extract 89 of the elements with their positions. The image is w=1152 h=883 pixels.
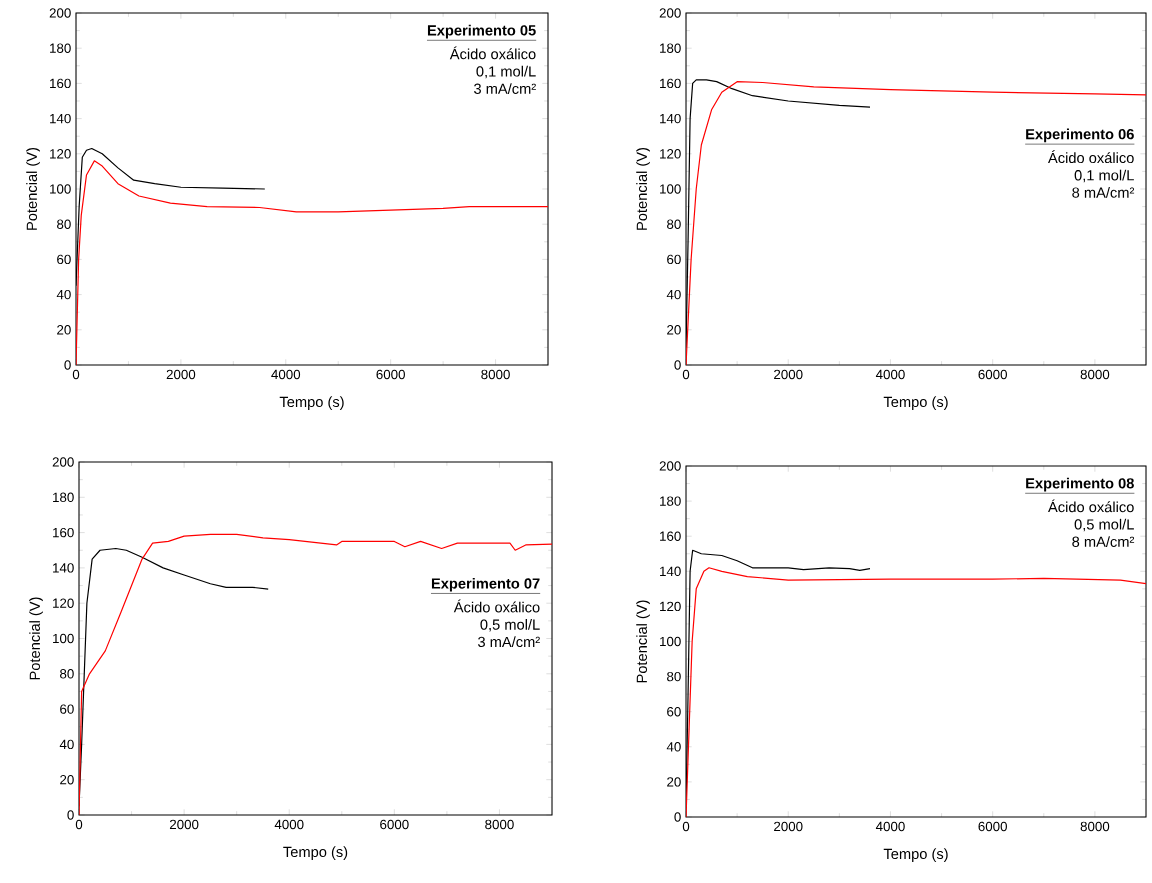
y-tick-label: 0 xyxy=(674,812,681,822)
line-series xyxy=(686,567,1147,817)
x-tick-label: 4000 xyxy=(274,819,304,830)
y-tick-label: 40 xyxy=(666,289,681,300)
y-axis-title: Potencial (V) xyxy=(636,147,650,230)
y-tick-label: 200 xyxy=(659,8,681,18)
y-tick-label: 160 xyxy=(660,78,681,89)
y-tick-label: 60 xyxy=(667,254,681,265)
y-tick-label: 140 xyxy=(53,563,74,573)
y-axis-title: Potencial (V) xyxy=(636,600,650,683)
x-tick-label: 6000 xyxy=(978,369,1007,380)
x-tick-label: 0 xyxy=(75,819,83,830)
y-tick-label: 40 xyxy=(666,742,681,752)
annotation: 3 mA/cm² xyxy=(474,83,536,94)
y-tick-label: 100 xyxy=(660,184,681,194)
y-tick-label: 100 xyxy=(53,633,74,644)
annotation: 0,1 mol/L xyxy=(1074,169,1134,183)
y-tick-label: 0 xyxy=(64,360,71,370)
annotation: 0,5 mol/L xyxy=(1074,518,1134,532)
y-tick-label: 160 xyxy=(53,527,74,538)
x-tick-label: 6000 xyxy=(978,821,1007,832)
y-axis-title: Potencial (V) xyxy=(29,597,43,680)
y-tick-label: 20 xyxy=(667,325,681,335)
y-tick-label: 140 xyxy=(660,566,681,577)
x-tick-label: 8000 xyxy=(481,369,510,380)
y-tick-label: 80 xyxy=(57,219,71,229)
y-tick-label: 40 xyxy=(59,739,74,750)
y-tick-label: 160 xyxy=(50,78,71,89)
x-tick-label: 2000 xyxy=(774,821,803,832)
text: Experimento 08 xyxy=(1026,477,1134,492)
y-tick-label: 200 xyxy=(49,8,71,18)
annotation: 0,5 mol/L xyxy=(480,619,540,632)
x-axis-title: Tempo (s) xyxy=(883,848,948,862)
y-tick-label: 180 xyxy=(660,43,681,53)
x-tick-label: 2000 xyxy=(166,369,196,380)
y-tick-label: 60 xyxy=(57,254,71,265)
annotation: Ácido oxálico xyxy=(1048,499,1134,513)
text: Experimento 06 xyxy=(1026,128,1134,143)
y-tick-label: 0 xyxy=(67,810,74,820)
x-tick-label: 6000 xyxy=(376,369,405,380)
x-tick-label: 2000 xyxy=(774,369,803,380)
y-tick-label: 140 xyxy=(50,113,71,124)
y-axis-title: Potencial (V) xyxy=(26,147,40,230)
x-axis-title: Tempo (s) xyxy=(279,396,344,410)
text: Experimento 05 xyxy=(427,24,536,39)
annotation: 8 mA/cm² xyxy=(1072,187,1135,198)
annotation: 8 mA/cm² xyxy=(1072,536,1135,547)
y-tick-label: 80 xyxy=(667,671,681,682)
annotation: 0,1 mol/L xyxy=(476,65,536,79)
x-axis-title: Tempo (s) xyxy=(283,846,348,860)
y-tick-label: 140 xyxy=(660,113,681,124)
y-tick-label: 120 xyxy=(53,598,74,608)
x-tick-label: 8000 xyxy=(485,819,514,830)
y-tick-label: 80 xyxy=(667,219,681,229)
y-tick-label: 40 xyxy=(56,289,71,300)
x-tick-label: 8000 xyxy=(1080,369,1110,380)
y-tick-label: 20 xyxy=(667,777,681,787)
x-tick-label: 0 xyxy=(682,369,690,380)
x-tick-label: 4000 xyxy=(875,821,905,832)
y-tick-label: 200 xyxy=(659,461,681,471)
y-tick-label: 80 xyxy=(60,669,74,679)
text: Experimento 07 xyxy=(431,577,540,592)
y-tick-label: 120 xyxy=(660,601,681,612)
y-tick-label: 180 xyxy=(50,43,71,53)
annotation: Ácido oxálico xyxy=(449,46,536,60)
y-tick-label: 120 xyxy=(50,149,71,159)
y-tick-label: 180 xyxy=(660,496,681,506)
y-tick-label: 20 xyxy=(60,774,74,785)
annotation: Ácido oxálico xyxy=(1048,150,1134,164)
x-tick-label: 4000 xyxy=(271,369,301,380)
y-tick-label: 0 xyxy=(674,360,681,370)
y-tick-label: 60 xyxy=(60,704,74,714)
line-series xyxy=(79,533,553,815)
y-tick-label: 120 xyxy=(660,149,681,159)
y-tick-label: 180 xyxy=(53,492,74,503)
x-tick-label: 4000 xyxy=(875,369,905,380)
annotation: 3 mA/cm² xyxy=(478,636,540,648)
y-tick-label: 20 xyxy=(57,325,71,335)
x-tick-label: 0 xyxy=(682,821,690,832)
annotation: Ácido oxálico xyxy=(453,599,540,613)
x-tick-label: 8000 xyxy=(1080,821,1110,832)
y-tick-label: 200 xyxy=(52,457,74,467)
x-axis-title: Tempo (s) xyxy=(883,396,948,410)
y-tick-label: 160 xyxy=(660,531,681,541)
y-tick-label: 60 xyxy=(667,706,681,717)
y-tick-label: 100 xyxy=(660,636,681,647)
x-tick-label: 6000 xyxy=(380,819,409,830)
x-tick-label: 2000 xyxy=(169,819,199,830)
y-tick-label: 100 xyxy=(50,184,71,194)
